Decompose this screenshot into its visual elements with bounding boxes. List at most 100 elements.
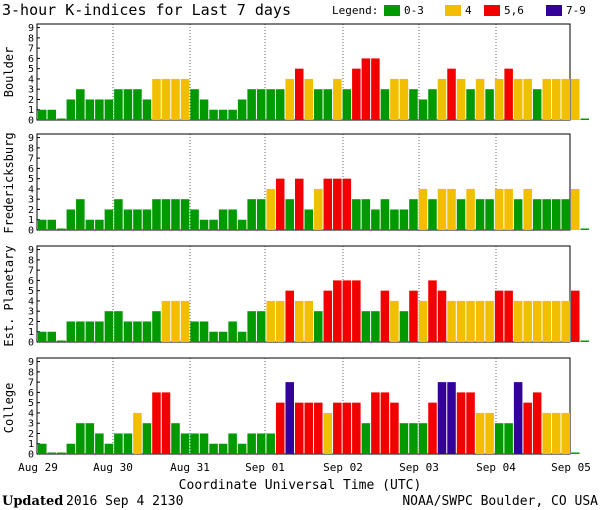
college-bar xyxy=(418,423,428,454)
est-planetary-bar xyxy=(561,300,570,342)
fredericksburg-axis-label: Fredericksburg xyxy=(2,132,16,233)
est-planetary-bar xyxy=(57,340,66,342)
fredericksburg-bar xyxy=(580,228,590,230)
y-tick-label: 4 xyxy=(28,296,34,307)
fredericksburg-bar xyxy=(380,199,390,230)
y-tick-label: 8 xyxy=(28,33,34,44)
est-planetary-bar xyxy=(256,311,266,342)
fredericksburg-bar xyxy=(371,209,380,230)
est-planetary-bar xyxy=(485,300,494,342)
y-tick-label: 8 xyxy=(28,255,34,266)
boulder-bar xyxy=(123,89,133,120)
fredericksburg-bar xyxy=(152,199,161,230)
est-planetary-bar xyxy=(571,290,580,342)
fredericksburg-bar xyxy=(275,178,285,230)
y-tick-label: 6 xyxy=(28,388,34,399)
est-planetary-bar xyxy=(285,290,294,342)
est-planetary-bar xyxy=(218,331,228,342)
legend-text-5-6: 5,6 xyxy=(504,4,524,17)
updated-value: 2016 Sep 4 2130 xyxy=(66,494,183,509)
est-planetary-bar xyxy=(409,290,418,342)
boulder-bar xyxy=(475,78,485,120)
college-bar xyxy=(152,392,161,454)
est-planetary-bar xyxy=(304,300,314,342)
boulder-bar xyxy=(228,109,237,120)
college-bar xyxy=(57,452,66,454)
y-tick-label: 0 xyxy=(28,116,34,127)
college-bar xyxy=(123,433,133,454)
fredericksburg-bar xyxy=(475,199,485,230)
est-planetary-bar xyxy=(333,280,342,342)
legend-label: Legend: xyxy=(332,4,378,17)
college-bar xyxy=(114,433,123,454)
boulder-bar xyxy=(133,89,142,120)
boulder-bar xyxy=(390,78,399,120)
boulder-bar xyxy=(561,78,570,120)
college-bar xyxy=(218,443,228,454)
y-tick-label: 7 xyxy=(28,154,34,165)
college-bar xyxy=(171,423,180,454)
y-tick-label: 5 xyxy=(28,174,34,185)
boulder-bar xyxy=(152,78,161,120)
boulder-bar xyxy=(485,89,494,120)
college-bar xyxy=(475,412,485,454)
est-planetary-bar xyxy=(447,300,456,342)
fredericksburg-bar xyxy=(456,199,466,230)
est-planetary-bar xyxy=(199,321,209,342)
est-planetary-bar xyxy=(361,311,371,342)
y-tick-label: 8 xyxy=(28,143,34,154)
college-bar xyxy=(247,433,256,454)
fredericksburg-bar xyxy=(513,199,523,230)
legend-text-0-3: 0-3 xyxy=(404,4,424,17)
est-planetary-bar xyxy=(314,311,323,342)
boulder-axis-label: Boulder xyxy=(2,47,16,98)
boulder-bar xyxy=(513,78,523,120)
est-planetary-bar xyxy=(38,331,47,342)
fredericksburg-bar xyxy=(85,219,95,230)
est-planetary-bar xyxy=(428,280,437,342)
y-tick-label: 9 xyxy=(28,133,34,144)
boulder-bar xyxy=(380,89,390,120)
fredericksburg-bar xyxy=(47,219,57,230)
college-bar xyxy=(409,423,418,454)
fredericksburg-bar xyxy=(285,199,294,230)
est-planetary-bar xyxy=(456,300,466,342)
boulder-bar xyxy=(352,68,361,120)
college-bar xyxy=(399,423,409,454)
fredericksburg-bar xyxy=(437,188,447,230)
est-planetary-bar xyxy=(114,311,123,342)
college-bar xyxy=(38,443,47,454)
y-tick-label: 0 xyxy=(28,450,34,461)
fredericksburg-bar xyxy=(161,199,171,230)
legend-text-4: 4 xyxy=(465,4,472,17)
est-planetary-bar xyxy=(551,300,561,342)
boulder-bar xyxy=(275,89,285,120)
est-planetary-bar xyxy=(513,300,523,342)
y-tick-label: 3 xyxy=(28,85,34,96)
y-tick-label: 5 xyxy=(28,286,34,297)
x-tick-label: Sep 03 xyxy=(399,461,439,474)
boulder-bar xyxy=(323,89,333,120)
boulder-bar xyxy=(342,89,352,120)
est-planetary-bar xyxy=(266,300,275,342)
y-tick-label: 3 xyxy=(28,419,34,430)
boulder-bar xyxy=(76,89,85,120)
y-tick-label: 2 xyxy=(28,429,34,440)
boulder-bar xyxy=(371,58,380,120)
est-planetary-bar xyxy=(532,300,542,342)
fredericksburg-bar xyxy=(294,178,304,230)
boulder-bar xyxy=(256,89,266,120)
x-tick-label: Sep 04 xyxy=(476,461,516,474)
est-planetary-bar xyxy=(580,340,590,342)
college-bar xyxy=(428,402,437,454)
college-bar xyxy=(285,382,294,454)
college-bar xyxy=(104,443,114,454)
boulder-bar xyxy=(38,109,47,120)
est-planetary-bar xyxy=(161,300,171,342)
legend-swatch-0-3 xyxy=(384,5,400,16)
fredericksburg-bar xyxy=(447,188,456,230)
legend: 0-3 4 5,6 7-9 xyxy=(384,4,586,17)
fredericksburg-bar xyxy=(57,228,66,230)
college-bar xyxy=(561,412,570,454)
